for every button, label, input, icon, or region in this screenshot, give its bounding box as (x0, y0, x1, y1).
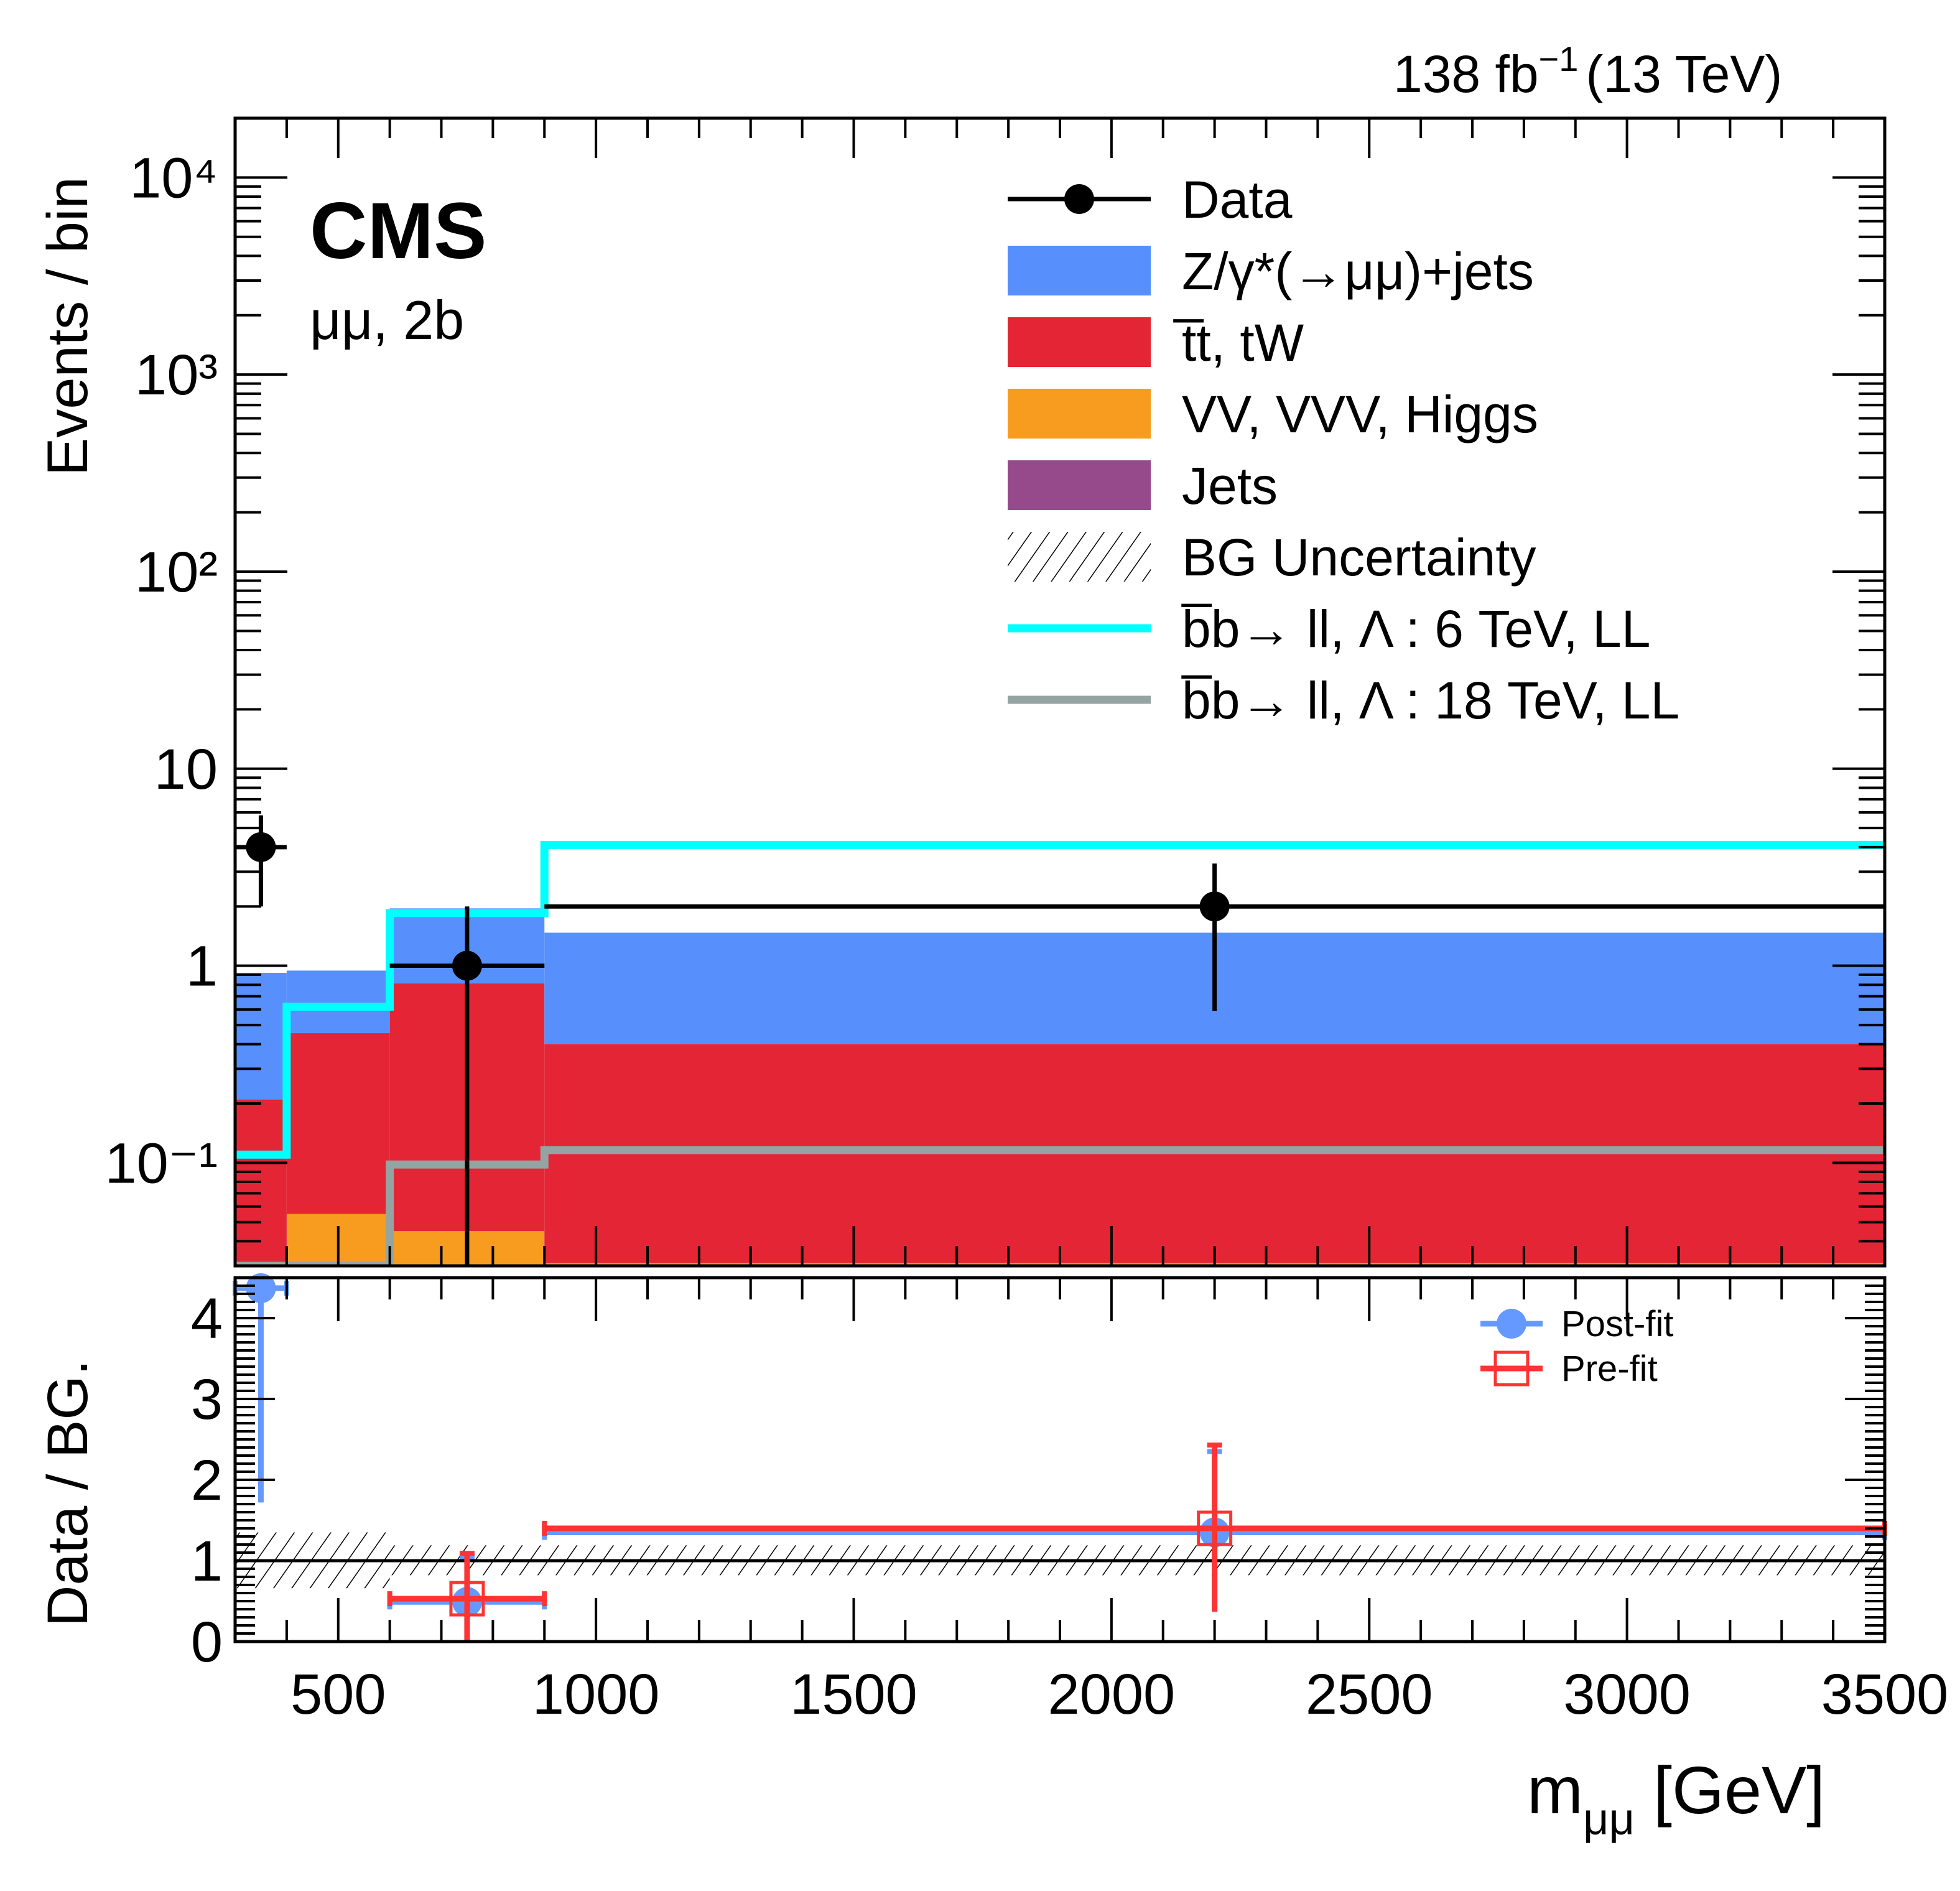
x-axis-title: mμμ [GeV] (1527, 1752, 1825, 1844)
x-tick-label: 3500 (1821, 1663, 1949, 1726)
ratio-legend: Post-fit Pre-fit (1480, 1304, 1674, 1389)
legend-label: t̅t, tW (1173, 314, 1304, 372)
ratio-y-tick-label: 1 (191, 1530, 223, 1593)
stack-bar-ttbar (286, 1033, 390, 1214)
legend-swatch-dy (1008, 246, 1151, 295)
ratio-tick-labels: 0 1 2 3 4 500 1000 1500 2000 2500 3000 3500 (191, 1287, 1949, 1726)
signal-line-sig18 (235, 1146, 1885, 1266)
ratio-y-tick-label: 0 (191, 1610, 223, 1674)
y-tick-label: 10⁻¹ (105, 1131, 218, 1195)
cms-label: CMS (310, 187, 486, 276)
y-tick-label: 10 (154, 738, 218, 801)
legend-swatch-ttbar (1008, 317, 1151, 367)
x-tick-label: 1500 (790, 1663, 917, 1726)
main-panel: 10⁻¹ 1 10 10² 10³ 10⁴ CMS μμ, 2b Events / bin… (36, 116, 1887, 1268)
legend-label: b̅b→ ll, Λ : 6 TeV, LL (1181, 600, 1651, 658)
legend-swatch-vv (1008, 389, 1151, 439)
prefit-marker (1197, 1510, 1233, 1546)
stack-bar-dy (286, 970, 390, 1033)
legend-data-marker (1064, 184, 1094, 214)
legend-label: VV, VVV, Higgs (1182, 385, 1538, 444)
postfit-marker (246, 1273, 276, 1303)
y-tick-label: 10² (135, 541, 218, 604)
main-y-axis-title: Events / bin (36, 177, 100, 476)
ratio-legend-label: Post-fit (1561, 1304, 1674, 1344)
main-stack (235, 908, 1885, 1266)
lumi-label: 138 fb−1 (13 TeV) (1393, 39, 1782, 103)
ratio-y-tick-label: 3 (191, 1368, 223, 1431)
x-tick-label: 2000 (1048, 1663, 1176, 1726)
data-point (1199, 891, 1230, 922)
ratio-y-tick-label: 2 (191, 1449, 223, 1512)
legend-label: Z/γ*(→μμ)+jets (1182, 242, 1534, 300)
main-data (235, 815, 1885, 1266)
ratio-legend-label: Pre-fit (1561, 1349, 1658, 1389)
signal-line-sig6 (235, 840, 1885, 1159)
legend-label: Data (1182, 170, 1293, 229)
y-tick-label: 1 (186, 935, 218, 998)
ratio-ticks (235, 1276, 1886, 1643)
x-tick-label: 3000 (1563, 1663, 1691, 1726)
legend-label: BG Uncertainty (1182, 528, 1536, 587)
ratio-panel: 0 1 2 3 4 500 1000 1500 2000 2500 3000 3500 Data / … (36, 1273, 1948, 1726)
x-tick-label: 500 (290, 1663, 386, 1726)
stack-bar-dy (235, 973, 287, 1100)
main-legend: Data Z/γ*(→μμ)+jets t̅t, tW VV, VVV, Higgs J… (1008, 170, 1679, 730)
data-point (452, 950, 482, 981)
y-tick-label: 10⁴ (129, 146, 218, 210)
main-signals (235, 840, 1885, 1266)
ratio-y-tick-label: 4 (191, 1287, 223, 1350)
ratio-legend-marker-prefit (1493, 1350, 1530, 1387)
legend-label: Jets (1182, 457, 1278, 515)
legend-label: b̅b→ ll, Λ : 18 TeV, LL (1181, 671, 1679, 730)
x-tick-label: 1000 (532, 1663, 660, 1726)
channel-label: μμ, 2b (310, 289, 464, 351)
main-y-tick-labels: 10⁻¹ 1 10 10² 10³ 10⁴ (105, 146, 218, 1195)
x-tick-label: 2500 (1306, 1663, 1433, 1726)
ratio-y-axis-title: Data / BG. (36, 1360, 100, 1627)
main-ticks (235, 117, 1886, 1267)
legend-swatch-jets (1008, 460, 1151, 510)
y-tick-label: 10³ (135, 343, 218, 407)
prefit-marker (449, 1581, 485, 1617)
ratio-legend-marker-postfit (1497, 1309, 1526, 1339)
legend-swatch-hatch (1008, 532, 1151, 582)
